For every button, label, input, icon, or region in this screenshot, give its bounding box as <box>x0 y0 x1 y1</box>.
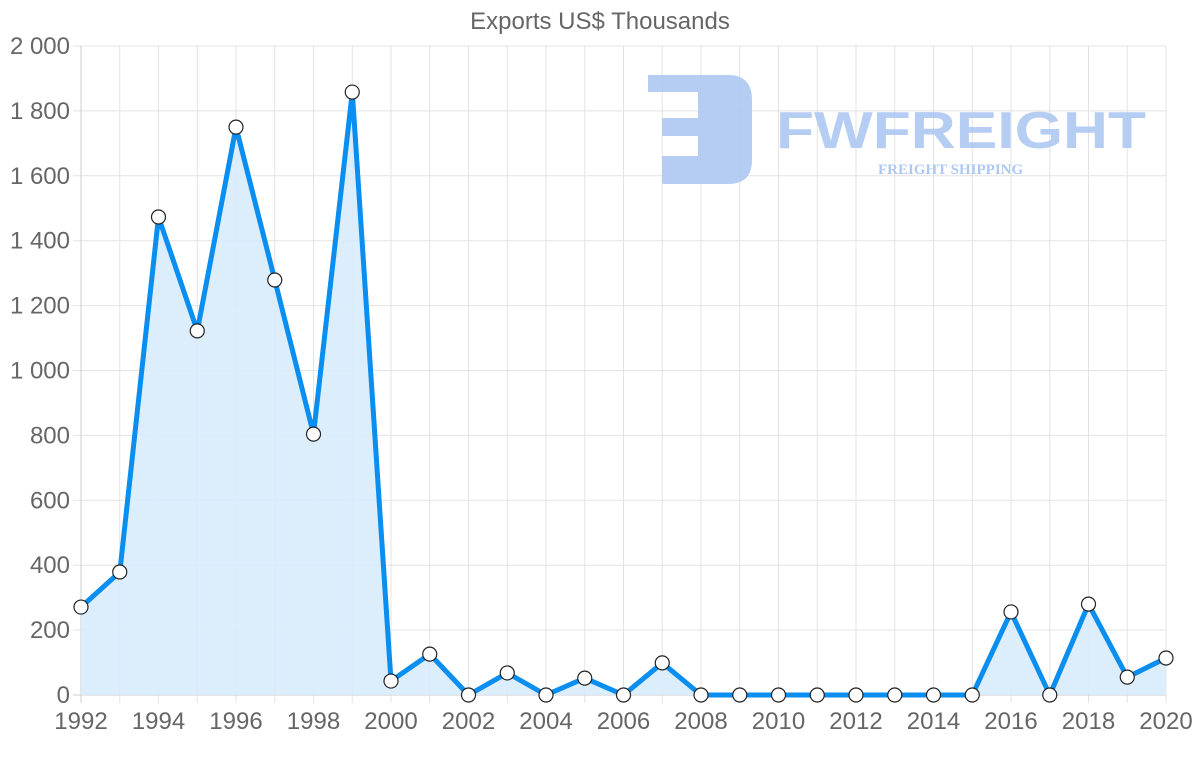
watermark-tagline: FREIGHT SHIPPING <box>878 162 1023 178</box>
data-point[interactable] <box>770 687 787 703</box>
x-tick-label: 1998 <box>287 708 340 735</box>
x-tick-label: 2016 <box>984 708 1037 735</box>
data-point[interactable] <box>615 687 632 703</box>
y-tick-label: 400 <box>30 552 70 579</box>
y-tick-label: 200 <box>30 617 70 644</box>
x-tick-label: 2008 <box>674 708 727 735</box>
data-point[interactable] <box>1042 687 1058 703</box>
x-tick-label: 2012 <box>829 708 882 735</box>
data-point[interactable] <box>887 687 903 703</box>
data-point[interactable] <box>732 687 748 703</box>
x-tick-label: 1994 <box>132 708 185 735</box>
x-tick-label: 2004 <box>519 708 572 735</box>
area-fill <box>81 92 1166 696</box>
data-point[interactable] <box>809 687 825 703</box>
x-tick-label: 2002 <box>442 708 495 735</box>
x-tick-label: 1992 <box>54 708 107 735</box>
y-tick-label: 1 200 <box>10 293 70 320</box>
data-point[interactable] <box>112 564 128 580</box>
y-tick-label: 2 000 <box>10 33 70 60</box>
data-point[interactable] <box>305 426 322 442</box>
data-point[interactable] <box>344 84 360 100</box>
data-point[interactable] <box>73 599 89 615</box>
x-tick-label: 2020 <box>1139 708 1192 735</box>
data-point[interactable] <box>1003 604 1019 620</box>
y-tick-label: 600 <box>30 487 70 514</box>
data-point[interactable] <box>422 646 438 662</box>
x-tick-label: 2010 <box>752 708 805 735</box>
y-tick-label: 800 <box>30 422 70 449</box>
logo-mark-icon <box>648 75 752 184</box>
chart-title: Exports US$ Thousands <box>470 8 730 35</box>
y-tick-label: 1 800 <box>10 98 70 125</box>
data-point[interactable] <box>693 687 709 703</box>
x-tick-label: 1996 <box>209 708 262 735</box>
data-point[interactable] <box>925 687 942 703</box>
data-points <box>73 84 1174 703</box>
y-axis: 0 200 400 600 800 1 000 1 200 1 400 1 600 1 800 2 … <box>10 33 70 709</box>
y-tick-label: 1 400 <box>10 228 70 255</box>
data-point[interactable] <box>499 665 515 681</box>
data-point[interactable] <box>189 323 205 339</box>
data-point[interactable] <box>460 687 477 703</box>
data-point[interactable] <box>1080 596 1097 612</box>
data-point[interactable] <box>1119 669 1135 685</box>
data-point[interactable] <box>577 670 593 686</box>
data-point[interactable] <box>964 687 980 703</box>
x-tick-label: 2014 <box>907 708 960 735</box>
data-point[interactable] <box>848 687 864 703</box>
x-tick-label: 2006 <box>597 708 650 735</box>
data-point[interactable] <box>267 272 283 288</box>
x-axis: 1992 1994 1996 1998 2000 2002 2004 2006 2008 2010… <box>54 708 1192 735</box>
watermark-logo: FWFREIGHT FREIGHT SHIPPING <box>648 75 1146 184</box>
data-point[interactable] <box>538 687 554 703</box>
y-tick-label: 1 600 <box>10 163 70 190</box>
data-point[interactable] <box>654 655 670 671</box>
data-point[interactable] <box>150 209 167 225</box>
y-tick-label: 1 000 <box>10 358 70 385</box>
data-point[interactable] <box>228 119 244 135</box>
data-point[interactable] <box>383 673 399 689</box>
x-tick-label: 2000 <box>364 708 417 735</box>
data-point[interactable] <box>1158 650 1174 666</box>
watermark-brand: FWFREIGHT <box>776 102 1146 160</box>
y-tick-label: 0 <box>57 682 70 709</box>
x-tick-label: 2018 <box>1062 708 1115 735</box>
